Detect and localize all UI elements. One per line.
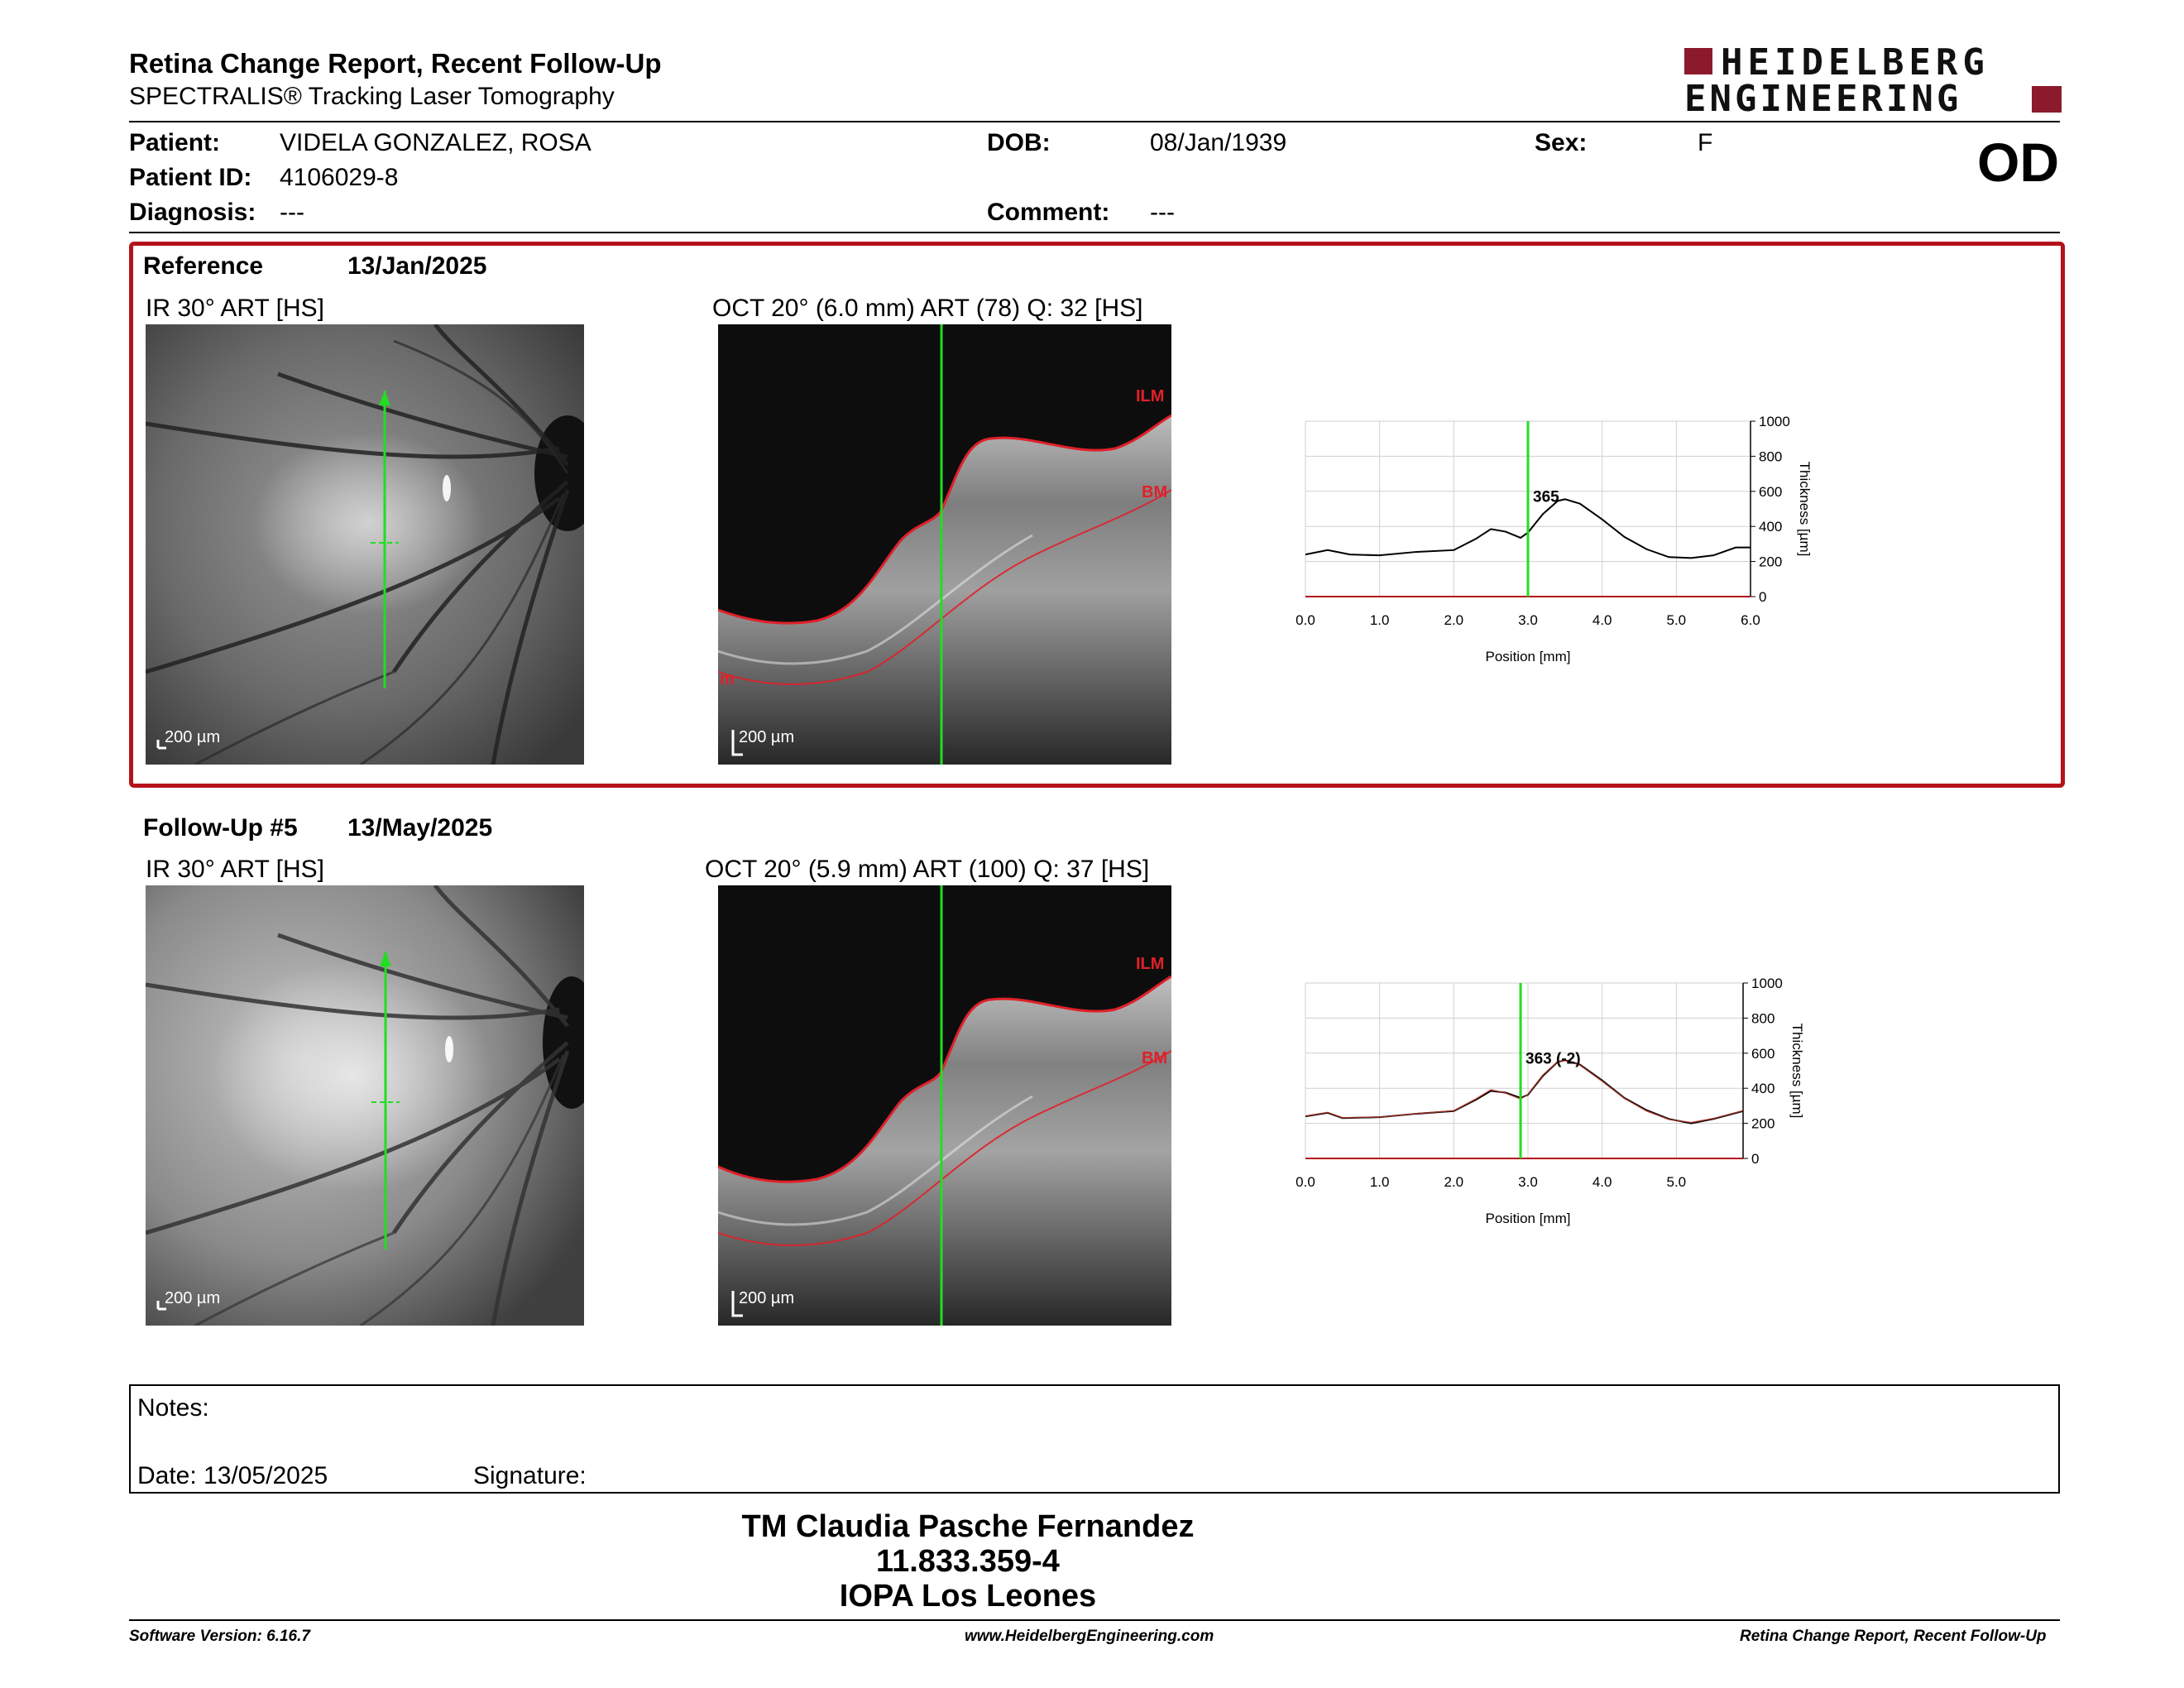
y-tick-label: 0 [1751,1151,1759,1167]
heidelberg-logo: HEIDELBERG ENGINEERING [1684,41,2065,120]
reference-oct-title: OCT 20° (6.0 mm) ART (78) Q: 32 [HS] [712,295,1143,322]
patient-id: 4106029-8 [280,164,399,191]
x-tick-label: 0.0 [1296,1174,1315,1190]
position-marker-value: 363 (-2) [1525,1050,1581,1067]
followup-ir-scale: 200 µm [165,1289,221,1307]
logo-text-line2: ENGINEERING [1684,78,1962,120]
reference-ir-scale: 200 µm [165,728,221,746]
x-tick-label: 2.0 [1444,1174,1464,1190]
x-tick-label: 1.0 [1370,1174,1390,1190]
y-tick-label: 600 [1751,1046,1774,1062]
reference-ilm-label: ILM [1136,387,1165,405]
y-tick-label: 200 [1751,1116,1774,1132]
reference-ir-title: IR 30° ART [HS] [146,295,324,322]
x-tick-label: 3.0 [1518,1174,1538,1190]
signoff-id: 11.833.359-4 [876,1544,1060,1579]
reference-ir-image: 200 µm [146,324,584,765]
x-tick-label: 0.0 [1296,612,1315,628]
reference-oct-image: ILM BM m 200 µm [718,324,1171,765]
patient-label: Patient: [129,129,221,156]
report-subtitle: SPECTRALIS® Tracking Laser Tomography [129,83,615,110]
reference-date: 13/Jan/2025 [347,252,487,280]
dob-value: 08/Jan/1939 [1150,129,1287,156]
y-axis-label: Thickness [µm] [1789,1024,1805,1119]
thickness-series-line [1305,498,1751,559]
comment-value: --- [1150,199,1175,226]
followup-ir-title: IR 30° ART [HS] [146,856,324,883]
y-tick-label: 400 [1751,1081,1774,1096]
followup-ir-image: 200 µm [146,885,584,1326]
signature-label: Signature: [473,1462,587,1489]
x-axis-label: Position [mm] [1486,1211,1571,1226]
notes-box[interactable]: Notes: Date: 13/05/2025 Signature: [129,1384,2060,1494]
footer-website[interactable]: www.HeidelbergEngineering.com [965,1628,1214,1645]
diagnosis-label: Diagnosis: [129,199,256,226]
header-rule [129,121,2060,122]
x-tick-label: 5.0 [1667,1174,1687,1190]
footer-software-version: Software Version: 6.16.7 [129,1628,310,1645]
reference-frame [129,242,2065,788]
thickness-series-line [1305,1059,1744,1125]
followup-ilm-label: ILM [1136,955,1165,973]
followup-oct-image: ILM BM 200 µm [718,885,1171,1326]
followup-date: 13/May/2025 [347,814,493,842]
reference-bm-label: BM [1142,483,1168,501]
y-tick-label: 0 [1759,589,1766,605]
reference-layer-m-label: m [720,670,735,688]
x-tick-label: 3.0 [1518,612,1538,628]
report-title: Retina Change Report, Recent Follow-Up [129,48,662,79]
reference-oct-scale: 200 µm [739,728,795,746]
followup-thickness-chart: 0 200 400 600 800 1000 0.0 1.0 2.0 3.0 4.0 5.0 Posit… [1291,971,1853,1244]
sex-label: Sex: [1535,129,1588,156]
y-tick-label: 800 [1751,1010,1774,1026]
footer-rule [129,1619,2060,1621]
reference-label: Reference [143,252,264,280]
patient-rule [129,232,2060,233]
signoff-org: IOPA Los Leones [839,1579,1097,1614]
followup-oct-title: OCT 20° (5.9 mm) ART (100) Q: 37 [HS] [705,856,1150,883]
x-tick-label: 2.0 [1444,612,1464,628]
y-tick-label: 1000 [1751,976,1783,991]
followup-oct-scale: 200 µm [739,1289,795,1307]
x-tick-label: 6.0 [1741,612,1760,628]
x-tick-label: 1.0 [1370,612,1390,628]
sex-value: F [1698,129,1713,156]
patient-name: VIDELA GONZALEZ, ROSA [280,129,592,156]
patient-id-label: Patient ID: [129,164,252,191]
thickness-series-line [1305,1059,1744,1124]
notes-label: Notes: [137,1394,209,1422]
y-tick-label: 200 [1759,554,1782,570]
y-axis-label: Thickness [µm] [1797,462,1813,557]
followup-bm-label: BM [1142,1049,1168,1067]
notes-date: Date: 13/05/2025 [137,1462,328,1489]
reference-thickness-chart: 0 200 400 600 800 1000 0.0 1.0 2.0 3.0 4.0 5.0 6.0 Po… [1291,410,1853,683]
y-tick-label: 1000 [1759,414,1790,429]
logo-text-line1: HEIDELBERG [1721,41,1990,84]
comment-label: Comment: [987,199,1110,226]
diagnosis-value: --- [280,199,304,226]
x-tick-label: 5.0 [1667,612,1687,628]
x-axis-label: Position [mm] [1486,649,1571,664]
x-tick-label: 4.0 [1592,612,1612,628]
x-tick-label: 4.0 [1592,1174,1612,1190]
position-marker-value: 365 [1533,488,1559,506]
y-tick-label: 800 [1759,448,1782,464]
eye-indicator: OD [1977,132,2059,193]
followup-label: Follow-Up #5 [143,814,298,842]
y-tick-label: 600 [1759,484,1782,500]
footer-report-name: Retina Change Report, Recent Follow-Up [1740,1628,2047,1645]
dob-label: DOB: [987,129,1051,156]
y-tick-label: 400 [1759,519,1782,535]
signoff-name: TM Claudia Pasche Fernandez [741,1509,1195,1544]
